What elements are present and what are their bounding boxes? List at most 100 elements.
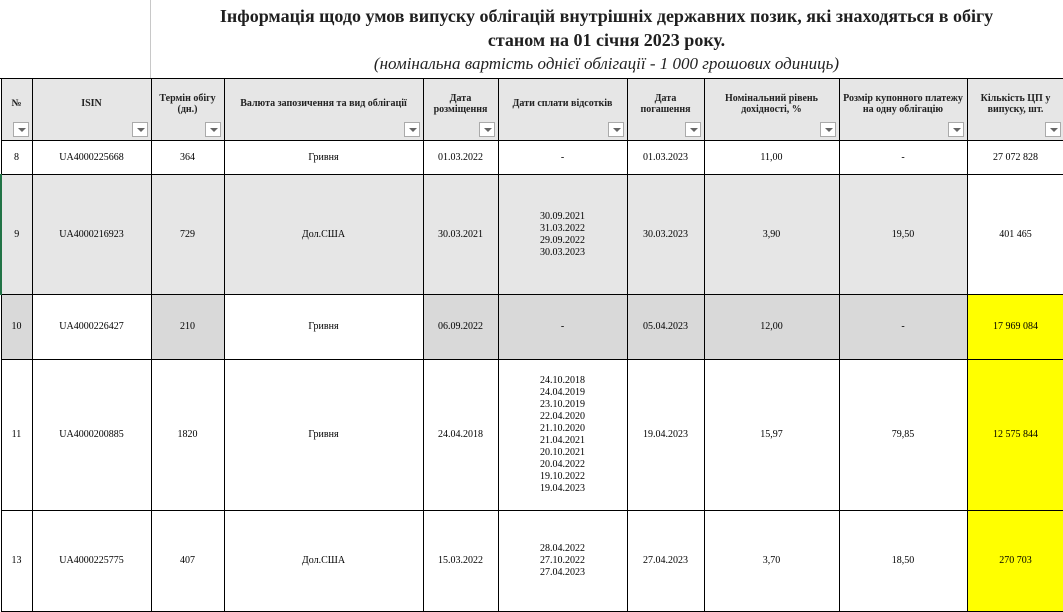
header-label: Дати сплати відсотків [512, 98, 613, 109]
empty-cell[interactable] [0, 0, 151, 78]
payment-date: 23.10.2019 [540, 399, 585, 410]
cell-currency[interactable]: Гривня [223, 359, 424, 511]
payment-date: 19.10.2022 [540, 471, 585, 482]
title-area: Інформація щодо умов випуску облігацій в… [0, 0, 1063, 79]
payment-date: 20.04.2022 [540, 459, 585, 470]
cell-maturity-date[interactable]: 05.04.2023 [626, 294, 705, 360]
header-number[interactable]: № [0, 78, 33, 141]
header-isin[interactable]: ISIN [31, 78, 152, 141]
header-label: Валюта запозичення та вид облігації [240, 98, 407, 109]
cell-payment-dates[interactable]: 30.09.2021 31.03.2022 29.09.2022 30.03.2023 [497, 174, 628, 295]
bonds-table: № ISIN Термін обігу (дн.) Валюта запозиченн… [0, 78, 1063, 612]
cell-term[interactable]: 407 [150, 510, 225, 612]
header-label: Дата розміщення [433, 92, 488, 115]
cell-isin[interactable]: UA4000225775 [31, 510, 152, 612]
header-label: Розмір купонного платежу на одну облігац… [843, 92, 963, 115]
cell-payment-dates[interactable]: 28.04.2022 27.10.2022 27.04.2023 [497, 510, 628, 612]
cell-currency[interactable]: Гривня [223, 140, 424, 175]
cell-maturity-date[interactable]: 01.03.2023 [626, 140, 705, 175]
cell-maturity-date[interactable]: 19.04.2023 [626, 359, 705, 511]
payment-date: 30.03.2023 [540, 246, 585, 258]
cell-isin[interactable]: UA4000200885 [31, 359, 152, 511]
title-line-2: станом на 01 січня 2023 року. [487, 30, 726, 50]
payment-date: 19.04.2023 [540, 483, 585, 494]
header-yield[interactable]: Номінальний рівень дохідності, % [703, 78, 840, 141]
cell-yield[interactable]: 12,00 [703, 294, 840, 360]
cell-coupon[interactable]: 79,85 [838, 359, 968, 511]
filter-dropdown-icon[interactable] [403, 122, 420, 137]
cell-yield[interactable]: 3,90 [703, 174, 840, 295]
cell-placement-date[interactable]: 06.09.2022 [422, 294, 499, 360]
header-label: Номінальний рівень дохідності, % [725, 92, 818, 115]
header-label: ISIN [81, 98, 102, 109]
cell-term[interactable]: 729 [150, 174, 225, 295]
cell-payment-dates[interactable]: - [497, 294, 628, 360]
payment-date: 28.04.2022 [540, 543, 585, 554]
cell-currency[interactable]: Дол.США [223, 510, 424, 612]
payment-date: 27.10.2022 [540, 555, 585, 566]
header-currency[interactable]: Валюта запозичення та вид облігації [223, 78, 424, 141]
cell-quantity[interactable]: 12 575 844 [966, 359, 1063, 511]
payment-date: 22.04.2020 [540, 411, 585, 422]
cell-yield[interactable]: 15,97 [703, 359, 840, 511]
header-maturity-date[interactable]: Дата погашення [626, 78, 705, 141]
filter-dropdown-icon[interactable] [12, 122, 29, 137]
cell-term[interactable]: 210 [150, 294, 225, 360]
cell-maturity-date[interactable]: 30.03.2023 [626, 174, 705, 295]
cell-payment-dates[interactable]: 24.10.2018 24.04.2019 23.10.2019 22.04.2020… [497, 359, 628, 511]
filter-dropdown-icon[interactable] [819, 122, 836, 137]
cell-coupon[interactable]: - [838, 140, 968, 175]
table-row: 10 UA4000226427 210 Гривня 06.09.2022 - 05.04.… [0, 294, 1063, 360]
payment-date: 29.09.2022 [540, 234, 585, 246]
title-subtitle: (номінальна вартість однієї облігації - … [373, 54, 840, 73]
header-quantity[interactable]: Кількість ЦП у випуску, шт. [966, 78, 1063, 141]
cell-yield[interactable]: 11,00 [703, 140, 840, 175]
cell-placement-date[interactable]: 15.03.2022 [422, 510, 499, 612]
cell-isin[interactable]: UA4000216923 [31, 174, 152, 295]
header-placement-date[interactable]: Дата розміщення [422, 78, 499, 141]
cell-placement-date[interactable]: 24.04.2018 [422, 359, 499, 511]
cell-currency[interactable]: Дол.США [223, 174, 424, 295]
cell-number[interactable]: 9 [0, 174, 33, 295]
cell-isin[interactable]: UA4000226427 [31, 294, 152, 360]
payment-date: 21.04.2021 [540, 435, 585, 446]
cell-number[interactable]: 11 [0, 359, 33, 511]
cell-yield[interactable]: 3,70 [703, 510, 840, 612]
cell-placement-date[interactable]: 30.03.2021 [422, 174, 499, 295]
cell-term[interactable]: 1820 [150, 359, 225, 511]
cell-number[interactable]: 8 [0, 140, 33, 175]
cell-quantity[interactable]: 27 072 828 [966, 140, 1063, 175]
cell-currency[interactable]: Гривня [223, 294, 424, 360]
filter-dropdown-icon[interactable] [947, 122, 964, 137]
header-coupon[interactable]: Розмір купонного платежу на одну облігац… [838, 78, 968, 141]
filter-dropdown-icon[interactable] [684, 122, 701, 137]
filter-dropdown-icon[interactable] [607, 122, 624, 137]
cell-coupon[interactable]: - [838, 294, 968, 360]
cell-quantity[interactable]: 17 969 084 [966, 294, 1063, 360]
header-payment-dates[interactable]: Дати сплати відсотків [497, 78, 628, 141]
payment-date: 20.10.2021 [540, 447, 585, 458]
cell-isin[interactable]: UA4000225668 [31, 140, 152, 175]
table-row: 13 UA4000225775 407 Дол.США 15.03.2022 28.04.… [0, 510, 1063, 612]
filter-dropdown-icon[interactable] [478, 122, 495, 137]
header-label: Дата погашення [640, 92, 691, 115]
payment-date: 30.09.2021 [540, 210, 585, 222]
filter-dropdown-icon[interactable] [1044, 122, 1061, 137]
payment-date: 31.03.2022 [540, 222, 585, 234]
filter-dropdown-icon[interactable] [131, 122, 148, 137]
header-term[interactable]: Термін обігу (дн.) [150, 78, 225, 141]
cell-payment-dates[interactable]: - [497, 140, 628, 175]
header-label: Кількість ЦП у випуску, шт. [980, 92, 1051, 115]
cell-number[interactable]: 10 [0, 294, 33, 360]
cell-quantity[interactable]: 401 465 [966, 174, 1063, 295]
cell-number[interactable]: 13 [0, 510, 33, 612]
cell-coupon[interactable]: 18,50 [838, 510, 968, 612]
cell-placement-date[interactable]: 01.03.2022 [422, 140, 499, 175]
cell-quantity[interactable]: 270 703 [966, 510, 1063, 612]
cell-coupon[interactable]: 19,50 [838, 174, 968, 295]
cell-term[interactable]: 364 [150, 140, 225, 175]
cell-maturity-date[interactable]: 27.04.2023 [626, 510, 705, 612]
payment-date: 24.04.2019 [540, 387, 585, 398]
payment-date: 21.10.2020 [540, 423, 585, 434]
filter-dropdown-icon[interactable] [204, 122, 221, 137]
